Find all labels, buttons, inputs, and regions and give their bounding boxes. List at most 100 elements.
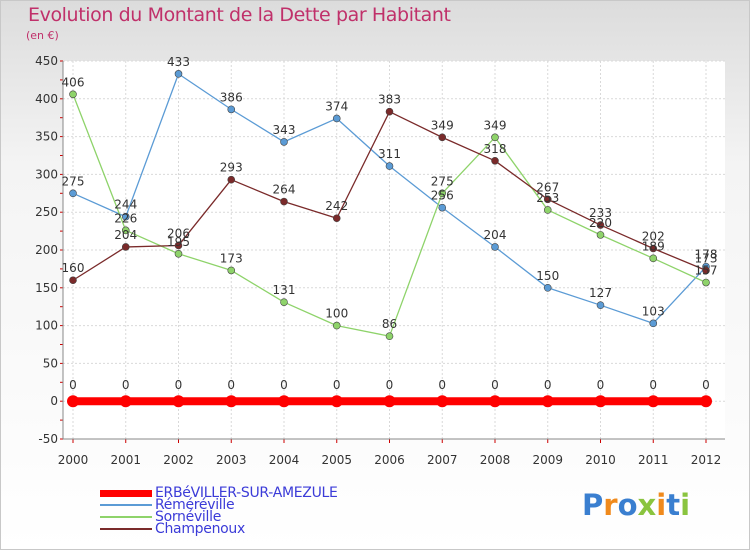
data-label: 220	[589, 216, 612, 230]
x-tick-label: 2012	[691, 453, 722, 467]
x-tick-label: 2010	[585, 453, 616, 467]
chart-subtitle: (en €)	[26, 29, 59, 42]
data-point	[332, 214, 341, 223]
data-point	[119, 395, 132, 408]
x-tick-label: 2000	[58, 453, 89, 467]
data-point	[594, 395, 607, 408]
y-tick-label: 100	[35, 319, 58, 333]
x-tick-label: 2005	[321, 453, 352, 467]
data-point	[541, 395, 554, 408]
data-point	[596, 221, 605, 229]
x-tick-label: 2001	[110, 453, 141, 467]
y-tick-label: -50	[38, 432, 58, 446]
data-point	[543, 195, 552, 204]
data-point	[121, 212, 130, 221]
data-point	[385, 162, 394, 170]
y-tick-label: 0	[50, 394, 58, 408]
data-label: 0	[386, 378, 394, 392]
data-label: 264	[273, 183, 296, 197]
data-point	[702, 266, 710, 275]
data-label: 0	[280, 378, 288, 392]
data-label: 311	[378, 147, 401, 161]
legend-label: ERBéVILLER-SUR-AMEZULE	[155, 485, 338, 501]
data-label: 275	[62, 174, 85, 188]
x-tick-label: 2008	[480, 453, 511, 467]
data-label: 242	[325, 199, 348, 213]
data-point	[69, 189, 77, 198]
data-label: 0	[649, 378, 657, 392]
data-point	[278, 395, 290, 408]
x-tick-label: 2004	[269, 453, 300, 467]
legend-swatch	[100, 504, 152, 506]
data-point	[121, 243, 130, 251]
data-label: 103	[642, 304, 665, 318]
x-tick-label: 2011	[638, 453, 669, 467]
data-point	[121, 226, 130, 235]
y-tick-label: 250	[35, 205, 58, 219]
x-tick-label: 2009	[532, 453, 563, 467]
data-label: 253	[536, 191, 559, 205]
data-label: 131	[273, 283, 296, 297]
y-tick-label: 50	[43, 356, 58, 370]
data-point	[330, 395, 343, 408]
legend-label: Sornéville	[155, 509, 222, 525]
data-label: 256	[431, 189, 454, 203]
logo-letter: i	[680, 488, 691, 522]
data-point	[596, 231, 605, 239]
legend-label: Réméréville	[155, 497, 235, 513]
data-label: 275	[431, 174, 454, 188]
y-tick-label: 200	[35, 243, 58, 257]
data-point	[225, 395, 238, 408]
data-label: 343	[273, 123, 296, 137]
data-point	[174, 249, 183, 258]
proxiti-logo: Proxiti	[582, 488, 690, 522]
data-label: 189	[642, 239, 665, 253]
data-label: 0	[175, 378, 183, 392]
data-point	[649, 244, 658, 253]
data-point	[649, 254, 658, 263]
legend-swatch	[100, 516, 152, 518]
data-point	[702, 278, 710, 287]
plot-area	[63, 61, 725, 439]
data-label: 157	[695, 264, 718, 278]
data-point	[69, 90, 77, 99]
data-point	[647, 395, 660, 408]
data-label: 0	[438, 378, 446, 392]
data-label: 178	[695, 248, 718, 262]
data-point	[383, 395, 396, 408]
data-point	[700, 395, 712, 408]
data-point	[280, 298, 288, 306]
data-point	[543, 206, 552, 214]
data-point	[385, 107, 394, 116]
data-label: 293	[220, 161, 243, 175]
data-label: 0	[333, 378, 341, 392]
data-point	[491, 133, 499, 142]
data-point	[227, 175, 236, 184]
y-tick-label: 450	[35, 54, 58, 68]
data-point	[227, 266, 236, 275]
y-tick-label: 300	[35, 167, 58, 181]
data-point	[436, 395, 449, 408]
legend-label: Champenoux	[155, 521, 245, 537]
data-point	[280, 138, 288, 146]
data-point	[491, 243, 499, 251]
data-label: 173	[220, 251, 243, 265]
data-label: 160	[62, 261, 85, 275]
data-label: 406	[62, 75, 85, 89]
logo-letter: o	[617, 488, 638, 522]
data-label: 100	[325, 307, 348, 321]
data-point	[172, 395, 185, 408]
data-label: 86	[382, 317, 397, 331]
x-tick-label: 2002	[163, 453, 194, 467]
data-label: 318	[484, 142, 507, 156]
data-label: 244	[114, 198, 137, 212]
chart-title: Evolution du Montant de la Dette par Hab…	[28, 4, 451, 26]
data-label: 386	[220, 90, 243, 104]
data-label: 349	[484, 118, 507, 132]
data-label: 374	[325, 99, 348, 113]
data-label: 206	[167, 226, 190, 240]
data-point	[596, 301, 605, 309]
data-point	[438, 133, 447, 142]
data-label: 433	[167, 55, 190, 69]
